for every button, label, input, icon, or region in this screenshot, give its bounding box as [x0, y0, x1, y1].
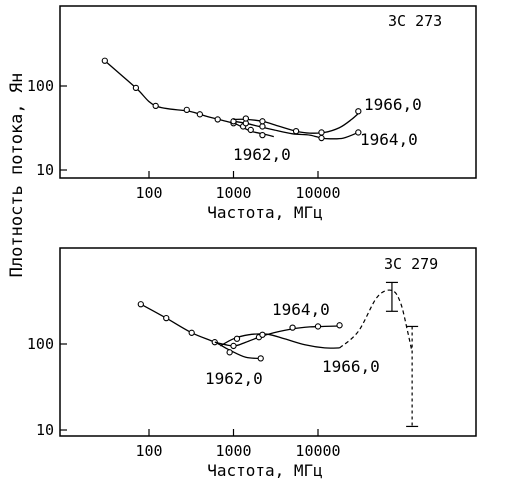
x-axis-label: Частота, МГц — [207, 461, 323, 480]
panel-3c279: 3С 279 Частота, МГц 100 1000 10000 10 100 19… — [27, 247, 477, 480]
series-labels: 1962,0 1964,0 1966,0 — [233, 95, 422, 164]
data-point — [257, 355, 264, 362]
series-label: 1964,0 — [272, 300, 330, 319]
data-point — [318, 129, 325, 136]
plot-frame — [59, 5, 477, 179]
data-point — [137, 301, 144, 308]
data-point — [163, 314, 170, 322]
data-point — [259, 131, 266, 139]
y-tick-label: 10 — [36, 421, 54, 439]
panel-3c273: 3С 273 Частота, МГц 100 1000 10000 10 100 19… — [27, 5, 477, 222]
data-point — [247, 126, 254, 134]
data-series — [101, 57, 362, 142]
axis-ticks: 100 1000 10000 10 100 — [27, 77, 341, 202]
data-point — [101, 57, 108, 64]
data-point — [259, 118, 266, 125]
x-tick-label: 1000 — [215, 442, 251, 460]
data-series — [137, 281, 419, 428]
data-point — [226, 349, 233, 356]
y-tick-label: 100 — [27, 77, 54, 95]
data-point — [214, 116, 221, 123]
plot-frame — [59, 247, 477, 437]
series-line — [233, 120, 359, 140]
panel-title: 3С 273 — [388, 12, 442, 30]
data-point — [318, 134, 325, 142]
panel-title: 3С 279 — [384, 255, 438, 273]
data-point — [289, 324, 296, 331]
x-tick-label: 100 — [135, 442, 162, 460]
x-tick-label: 10000 — [295, 184, 340, 202]
series-line — [104, 60, 274, 138]
data-point — [183, 106, 190, 114]
data-point — [314, 323, 322, 330]
x-axis-label: Частота, МГц — [207, 203, 323, 222]
x-tick-label: 1000 — [215, 184, 251, 202]
data-point — [259, 331, 266, 338]
y-tick-label: 100 — [27, 335, 54, 353]
data-point — [230, 342, 237, 350]
series-label: 1966,0 — [364, 95, 422, 114]
series-line — [233, 110, 362, 134]
series-label: 1962,0 — [205, 369, 263, 388]
data-point — [355, 108, 362, 115]
data-point — [233, 335, 241, 342]
y-axis-label: Плотность потока, Ян — [7, 73, 27, 278]
x-tick-label: 100 — [135, 184, 162, 202]
extrapolated-line — [339, 289, 413, 353]
y-tick-label: 10 — [36, 161, 54, 179]
data-point — [292, 128, 300, 135]
data-point — [242, 115, 249, 122]
series-label: 1962,0 — [233, 145, 291, 164]
data-point — [259, 123, 266, 130]
axis-ticks: 100 1000 10000 10 100 — [27, 335, 341, 460]
x-tick-label: 10000 — [295, 442, 340, 460]
series-line — [140, 303, 261, 360]
data-point — [196, 111, 204, 118]
data-point — [152, 102, 159, 110]
series-label: 1966,0 — [322, 357, 380, 376]
data-point — [132, 84, 140, 92]
data-point — [336, 322, 343, 329]
data-point — [188, 329, 195, 336]
series-label: 1964,0 — [360, 130, 418, 149]
data-point — [355, 129, 362, 136]
series-labels: 1962,0 1964,0 1966,0 — [205, 300, 380, 388]
